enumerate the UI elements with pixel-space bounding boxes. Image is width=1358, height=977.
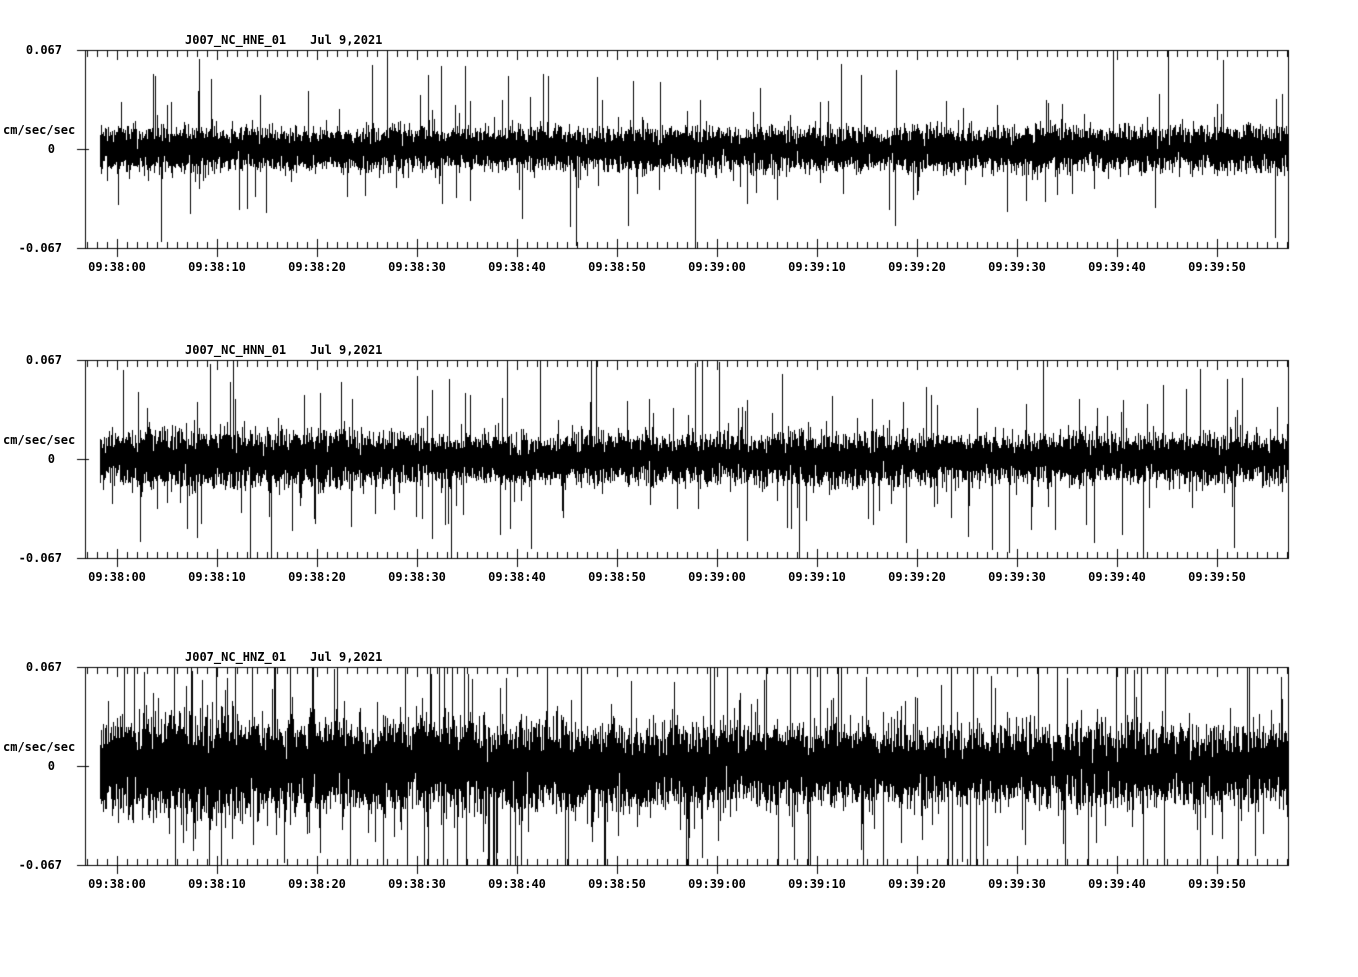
y-axis-units-label: cm/sec/sec	[3, 433, 76, 447]
x-tick-label: 09:38:30	[388, 877, 446, 891]
x-tick-label: 09:38:40	[488, 877, 546, 891]
x-tick-label: 09:39:30	[988, 570, 1046, 584]
x-tick-label: 09:39:30	[988, 260, 1046, 274]
y-tick-label-min: -0.067	[18, 551, 62, 565]
y-axis-units-label: cm/sec/sec	[3, 740, 76, 754]
x-tick-label: 09:39:20	[888, 260, 946, 274]
trace-title: J007_NC_HNN_01 Jul 9,2021	[185, 343, 382, 357]
x-tick-label: 09:38:10	[188, 570, 246, 584]
x-tick-label: 09:39:40	[1088, 877, 1146, 891]
x-tick-label: 09:38:00	[88, 260, 146, 274]
x-tick-label: 09:38:00	[88, 570, 146, 584]
y-tick-label-min: -0.067	[18, 858, 62, 872]
x-tick-label: 09:38:40	[488, 570, 546, 584]
y-tick-label-zero: 0	[47, 759, 55, 773]
y-tick-label-max: 0.067	[25, 660, 62, 674]
y-tick-label-min: -0.067	[18, 241, 62, 255]
trace-date: Jul 9,2021	[310, 650, 383, 664]
seismogram-viewer: { "colors": { "trace": "#000000", "backg…	[0, 33, 1358, 891]
x-tick-label: 09:39:40	[1088, 570, 1146, 584]
x-tick-label: 09:39:10	[788, 260, 846, 274]
y-tick-label-max: 0.067	[25, 353, 62, 367]
x-tick-label: 09:38:20	[288, 877, 346, 891]
x-tick-label: 09:38:50	[588, 260, 646, 274]
x-tick-label: 09:38:00	[88, 877, 146, 891]
x-tick-label: 09:39:10	[788, 877, 846, 891]
trace-id: J007_NC_HNZ_01	[185, 650, 287, 664]
y-tick-label-max: 0.067	[25, 43, 62, 57]
trace-id: J007_NC_HNN_01	[185, 343, 287, 357]
x-tick-label: 09:38:20	[288, 260, 346, 274]
x-tick-label: 09:38:10	[188, 260, 246, 274]
x-tick-label: 09:38:50	[588, 570, 646, 584]
x-tick-label: 09:39:50	[1188, 570, 1246, 584]
y-tick-label-zero: 0	[47, 452, 55, 466]
waveform-canvas-hnz	[70, 655, 1303, 877]
trace-title: J007_NC_HNZ_01 Jul 9,2021	[185, 650, 382, 664]
panel-hnz: J007_NC_HNZ_01 Jul 9,2021 0.067 cm/sec/se…	[0, 650, 1358, 977]
trace-date: Jul 9,2021	[310, 343, 383, 357]
x-tick-label: 09:38:10	[188, 877, 246, 891]
x-axis-tick-labels: 09:38:00 09:38:10 09:38:20 09:38:30 09:38:40…	[0, 260, 1358, 276]
x-tick-label: 09:39:50	[1188, 877, 1246, 891]
x-tick-label: 09:38:20	[288, 570, 346, 584]
x-tick-label: 09:39:00	[688, 260, 746, 274]
x-axis-tick-labels: 09:38:00 09:38:10 09:38:20 09:38:30 09:38:40…	[0, 570, 1358, 586]
trace-date: Jul 9,2021	[310, 33, 383, 47]
x-tick-label: 09:39:10	[788, 570, 846, 584]
trace-id: J007_NC_HNE_01	[185, 33, 287, 47]
panel-hnn: J007_NC_HNN_01 Jul 9,2021 0.067 cm/sec/se…	[0, 343, 1358, 670]
x-tick-label: 09:39:20	[888, 877, 946, 891]
waveform-canvas-hnn	[70, 348, 1303, 570]
x-tick-label: 09:38:30	[388, 570, 446, 584]
x-tick-label: 09:39:00	[688, 877, 746, 891]
x-tick-label: 09:38:30	[388, 260, 446, 274]
waveform-canvas-hne	[70, 38, 1303, 260]
x-tick-label: 09:38:40	[488, 260, 546, 274]
y-axis-units-label: cm/sec/sec	[3, 123, 76, 137]
x-tick-label: 09:39:20	[888, 570, 946, 584]
panel-hne: J007_NC_HNE_01 Jul 9,2021 0.067 cm/sec/se…	[0, 33, 1358, 360]
x-tick-label: 09:39:30	[988, 877, 1046, 891]
x-tick-label: 09:39:00	[688, 570, 746, 584]
x-tick-label: 09:39:40	[1088, 260, 1146, 274]
trace-title: J007_NC_HNE_01 Jul 9,2021	[185, 33, 382, 47]
x-tick-label: 09:38:50	[588, 877, 646, 891]
y-tick-label-zero: 0	[47, 142, 55, 156]
x-axis-tick-labels: 09:38:00 09:38:10 09:38:20 09:38:30 09:38:40…	[0, 877, 1358, 893]
x-tick-label: 09:39:50	[1188, 260, 1246, 274]
